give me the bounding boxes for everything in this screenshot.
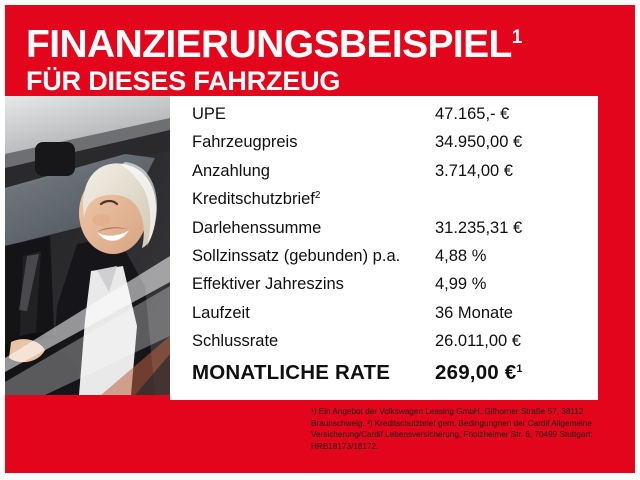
- row-label: Laufzeit: [192, 303, 250, 322]
- row-label: Anzahlung: [192, 161, 270, 180]
- row-label: Sollzinssatz (gebunden) p.a.: [192, 246, 401, 265]
- table-row: Fahrzeugpreis 34.950,00 €: [192, 133, 590, 161]
- table-row: Laufzeit 36 Monate: [192, 304, 590, 332]
- page-title: FINANZIERUNGSBEISPIEL1: [26, 18, 616, 65]
- table-row: Schlussrate 26.011,00 €: [192, 332, 590, 360]
- row-label: Schlussrate: [192, 332, 279, 351]
- total-value: 269,00 €1: [435, 361, 523, 385]
- page-title-superscript: 1: [511, 27, 523, 48]
- page-title-text: FINANZIERUNGSBEISPIEL: [26, 23, 512, 66]
- row-value: 31.235,31 €: [435, 218, 523, 237]
- header: FINANZIERUNGSBEISPIEL1 FÜR DIESES FAHRZE…: [26, 18, 616, 97]
- page-subtitle: FÜR DIESES FAHRZEUG: [26, 66, 341, 96]
- total-value-text: 269,00 €: [435, 360, 517, 384]
- financing-table: UPE 47.165,- € Fahrzeugpreis 34.950,00 €…: [192, 105, 590, 391]
- row-label: Darlehenssumme: [192, 218, 322, 237]
- row-label-superscript: 2: [314, 190, 321, 202]
- table-row: Anzahlung 3.714,00 €: [192, 162, 590, 190]
- financing-table-panel: UPE 47.165,- € Fahrzeugpreis 34.950,00 €…: [170, 96, 598, 400]
- table-row: Sollzinssatz (gebunden) p.a. 4,88 %: [192, 247, 590, 275]
- row-value: 36 Monate: [435, 303, 513, 322]
- row-value: 3.714,00 €: [435, 161, 513, 180]
- row-label: Kreditschutzbrief2: [192, 190, 435, 209]
- row-value: 26.011,00 €: [435, 332, 521, 351]
- total-value-superscript: 1: [516, 362, 523, 375]
- table-row: Darlehenssumme 31.235,31 €: [192, 219, 590, 247]
- row-value: 47.165,- €: [435, 105, 510, 123]
- row-value: 4,99 %: [435, 275, 487, 294]
- row-label: UPE: [192, 105, 226, 123]
- table-row-total: MONATLICHE RATE 269,00 €1: [192, 361, 590, 391]
- row-value: 34.950,00 €: [435, 133, 523, 152]
- row-label: Fahrzeugpreis: [192, 133, 298, 152]
- row-label-text: Kreditschutzbrief: [192, 190, 315, 209]
- table-row: Effektiver Jahreszins 4,99 %: [192, 275, 590, 303]
- total-label: MONATLICHE RATE: [192, 360, 391, 384]
- car-driver-photo: [5, 96, 170, 395]
- row-label: Effektiver Jahreszins: [192, 275, 344, 294]
- table-row: Kreditschutzbrief2: [192, 190, 590, 218]
- footnote: ¹) Ein Angebot der Volkswagen Leasing Gm…: [311, 407, 593, 451]
- photo-illustration: [5, 96, 170, 395]
- table-row: UPE 47.165,- €: [192, 105, 590, 133]
- row-value: 4,88 %: [435, 246, 487, 265]
